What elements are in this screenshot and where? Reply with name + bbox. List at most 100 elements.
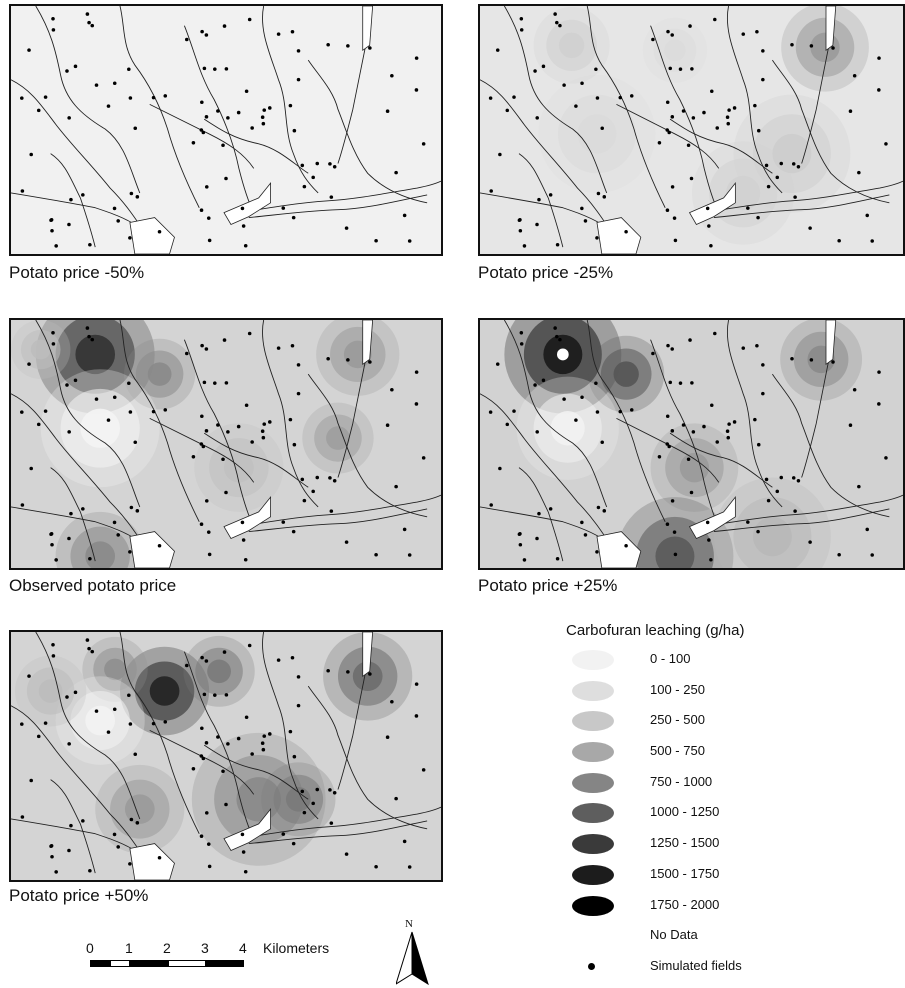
- simulated-field-dot: [112, 520, 117, 525]
- simulated-field-dot: [290, 344, 295, 348]
- river-line: [50, 779, 96, 874]
- simulated-field-dot: [837, 238, 841, 243]
- simulated-field-dot: [250, 126, 254, 130]
- simulated-field-dot: [414, 402, 419, 406]
- river-line: [480, 393, 612, 547]
- simulated-field-dot: [216, 423, 220, 427]
- simulated-field-dot: [870, 239, 874, 243]
- simulated-field-dot: [88, 868, 92, 873]
- leaching-zone: [85, 705, 116, 736]
- river-line: [149, 418, 255, 483]
- simulated-field-dot: [710, 89, 714, 93]
- simulated-field-dot: [498, 466, 502, 471]
- simulated-field-dot: [689, 176, 694, 181]
- simulated-field-dot: [226, 742, 230, 746]
- simulated-field-dot: [761, 77, 765, 82]
- simulated-field-dot: [204, 811, 209, 815]
- scale-tick-label: 4: [239, 940, 247, 956]
- simulated-field-dot: [624, 543, 628, 548]
- simulated-field-dot: [414, 56, 419, 60]
- legend-swatch: [572, 803, 614, 824]
- river-line: [183, 25, 255, 213]
- legend-item: 250 - 500: [566, 706, 866, 737]
- simulated-field-dot: [216, 735, 220, 739]
- simulated-field-dot: [135, 509, 140, 513]
- simulated-field-dot: [291, 529, 296, 534]
- simulated-field-dot: [292, 128, 297, 133]
- simulated-field-dot: [672, 216, 677, 220]
- simulated-field-dot: [213, 67, 217, 71]
- simulated-field-dot: [374, 864, 378, 869]
- simulated-field-dot: [128, 722, 133, 726]
- simulated-field-dot: [602, 509, 607, 513]
- simulated-field-dot: [300, 163, 305, 168]
- simulated-field-dot: [90, 337, 95, 342]
- simulated-field-dot: [837, 552, 841, 557]
- simulated-field-dot: [296, 77, 301, 82]
- simulated-field-dot: [764, 163, 769, 168]
- simulated-field-dot: [681, 109, 686, 113]
- simulated-field-dot: [288, 729, 293, 734]
- simulated-field-dot: [548, 507, 553, 511]
- simulated-field-dot: [67, 742, 71, 746]
- simulated-field-dot: [302, 810, 307, 815]
- simulated-field-dot: [670, 347, 674, 351]
- simulated-field-dot: [857, 484, 861, 489]
- simulated-field-dot: [94, 397, 99, 401]
- simulated-field-dot: [665, 414, 670, 419]
- legend-item-simulated-fields: Simulated fields: [566, 952, 866, 983]
- river-line: [119, 632, 200, 834]
- simulated-field-dot: [224, 67, 229, 71]
- simulated-field-dot: [668, 66, 673, 71]
- leaching-zone: [38, 679, 63, 703]
- map-panel-price-plus-50: [9, 630, 443, 882]
- leaching-zone: [104, 658, 126, 681]
- simulated-field-dot: [36, 108, 41, 113]
- simulated-field-dot: [243, 869, 248, 874]
- simulated-field-dot: [236, 736, 241, 741]
- simulated-field-dot: [761, 363, 765, 367]
- simulated-field-dot: [49, 844, 53, 849]
- simulated-field-dot: [128, 862, 132, 866]
- simulated-field-dot: [127, 693, 131, 698]
- simulated-field-dot: [29, 778, 33, 783]
- simulated-field-dot: [761, 49, 765, 53]
- simulated-field-dot: [290, 656, 295, 660]
- simulated-field-dot: [204, 741, 209, 745]
- simulated-field-dot: [311, 489, 315, 494]
- river-line: [11, 705, 146, 859]
- simulated-field-dot: [796, 165, 801, 169]
- simulated-field-dot: [207, 552, 212, 557]
- simulated-field-dot: [688, 338, 692, 342]
- map-panel-price-plus-25: [478, 318, 905, 570]
- simulated-field-dot: [665, 100, 670, 105]
- simulated-field-dot: [580, 520, 584, 525]
- river-line: [262, 6, 319, 194]
- legend-item: 1000 - 1250: [566, 798, 866, 829]
- scale-segment: [168, 960, 206, 967]
- reservoir: [362, 320, 374, 366]
- simulated-field-dot: [517, 532, 522, 537]
- simulated-field-dot: [260, 115, 265, 119]
- river-line: [503, 6, 608, 194]
- simulated-field-dot: [755, 344, 759, 348]
- simulated-field-dot: [332, 479, 337, 483]
- river-line: [518, 153, 564, 248]
- simulated-field-dot: [163, 94, 168, 98]
- simulated-field-dot: [519, 28, 524, 32]
- river-line: [238, 806, 441, 840]
- legend-swatch: [572, 895, 614, 916]
- simulated-field-dot: [199, 208, 204, 212]
- river-line: [238, 180, 441, 214]
- simulated-field-dot: [112, 832, 117, 837]
- river-line: [119, 320, 200, 522]
- simulated-field-dot: [268, 732, 272, 736]
- legend-item: 1500 - 1750: [566, 860, 866, 891]
- simulated-field-dot: [262, 734, 267, 738]
- simulated-field-dot: [368, 46, 372, 50]
- leaching-zone: [285, 787, 311, 812]
- caption-price-minus-50: Potato price -50%: [9, 263, 145, 282]
- simulated-field-dot: [207, 238, 212, 243]
- simulated-field-dot: [385, 423, 390, 427]
- simulated-field-dot: [713, 331, 717, 336]
